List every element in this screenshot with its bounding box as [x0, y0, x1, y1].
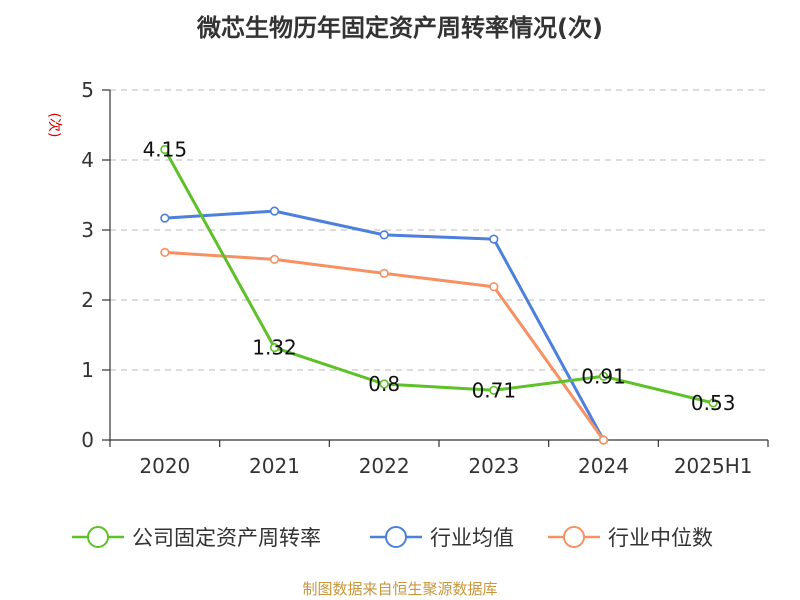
series-line [164, 250, 605, 441]
x-tick-label: 2020 [139, 454, 190, 478]
data-point [269, 254, 280, 264]
y-tick-label: 0 [81, 428, 94, 452]
data-point [489, 282, 499, 292]
data-point [160, 144, 170, 155]
y-tick-label: 1 [81, 358, 94, 382]
data-label: 1.32 [252, 336, 297, 360]
data-point [160, 213, 170, 223]
data-point [598, 371, 609, 381]
data-labels: 4.15 1.32 0.8 0.71 0.91 0.53 [143, 138, 736, 415]
data-point [598, 435, 609, 445]
legend: 公司固定资产周转率 行业均值 行业中位数 [72, 526, 713, 550]
x-tick-label: 2023 [468, 454, 519, 478]
data-point [379, 230, 389, 240]
legend-label: 行业均值 [430, 526, 514, 550]
x-tick-label: 2025H1 [674, 454, 753, 478]
legend-marker [385, 526, 407, 548]
legend-marker [563, 526, 585, 548]
y-tick-label: 4 [81, 148, 94, 172]
data-label: 0.53 [691, 391, 736, 415]
x-tick-label: 2021 [249, 454, 300, 478]
x-tick-label: 2024 [578, 454, 629, 478]
data-point [489, 234, 499, 244]
legend-label: 公司固定资产周转率 [132, 526, 321, 550]
x-tick-label: 2022 [359, 454, 410, 478]
legend-marker [87, 526, 109, 548]
data-point [379, 268, 389, 279]
data-point [269, 343, 280, 353]
series-line [163, 148, 714, 405]
axes [102, 89, 769, 447]
y-tick-labels: 0 1 2 3 4 5 [81, 78, 94, 452]
chart-title: 微芯生物历年固定资产周转率情况(次) [196, 14, 603, 42]
y-tick-label: 2 [81, 288, 94, 312]
source-note: 制图数据来自恒生聚源数据库 [302, 580, 497, 598]
data-point [379, 379, 389, 389]
data-label: 4.15 [143, 138, 188, 162]
y-tick-label: 5 [81, 78, 94, 102]
data-point [489, 385, 499, 395]
x-tick-labels: 2020 2021 2022 2023 2024 2025H1 [139, 454, 752, 478]
y-axis-label: (次) [46, 113, 62, 138]
y-tick-label: 3 [81, 218, 94, 242]
data-label: 0.8 [368, 372, 400, 396]
data-label: 0.91 [581, 364, 626, 388]
data-label: 0.71 [472, 378, 517, 402]
legend-label: 行业中位数 [608, 526, 713, 550]
series-lines [160, 144, 718, 445]
series-line [164, 209, 605, 441]
data-point [708, 398, 718, 408]
data-point [269, 206, 280, 216]
data-point [160, 247, 170, 257]
